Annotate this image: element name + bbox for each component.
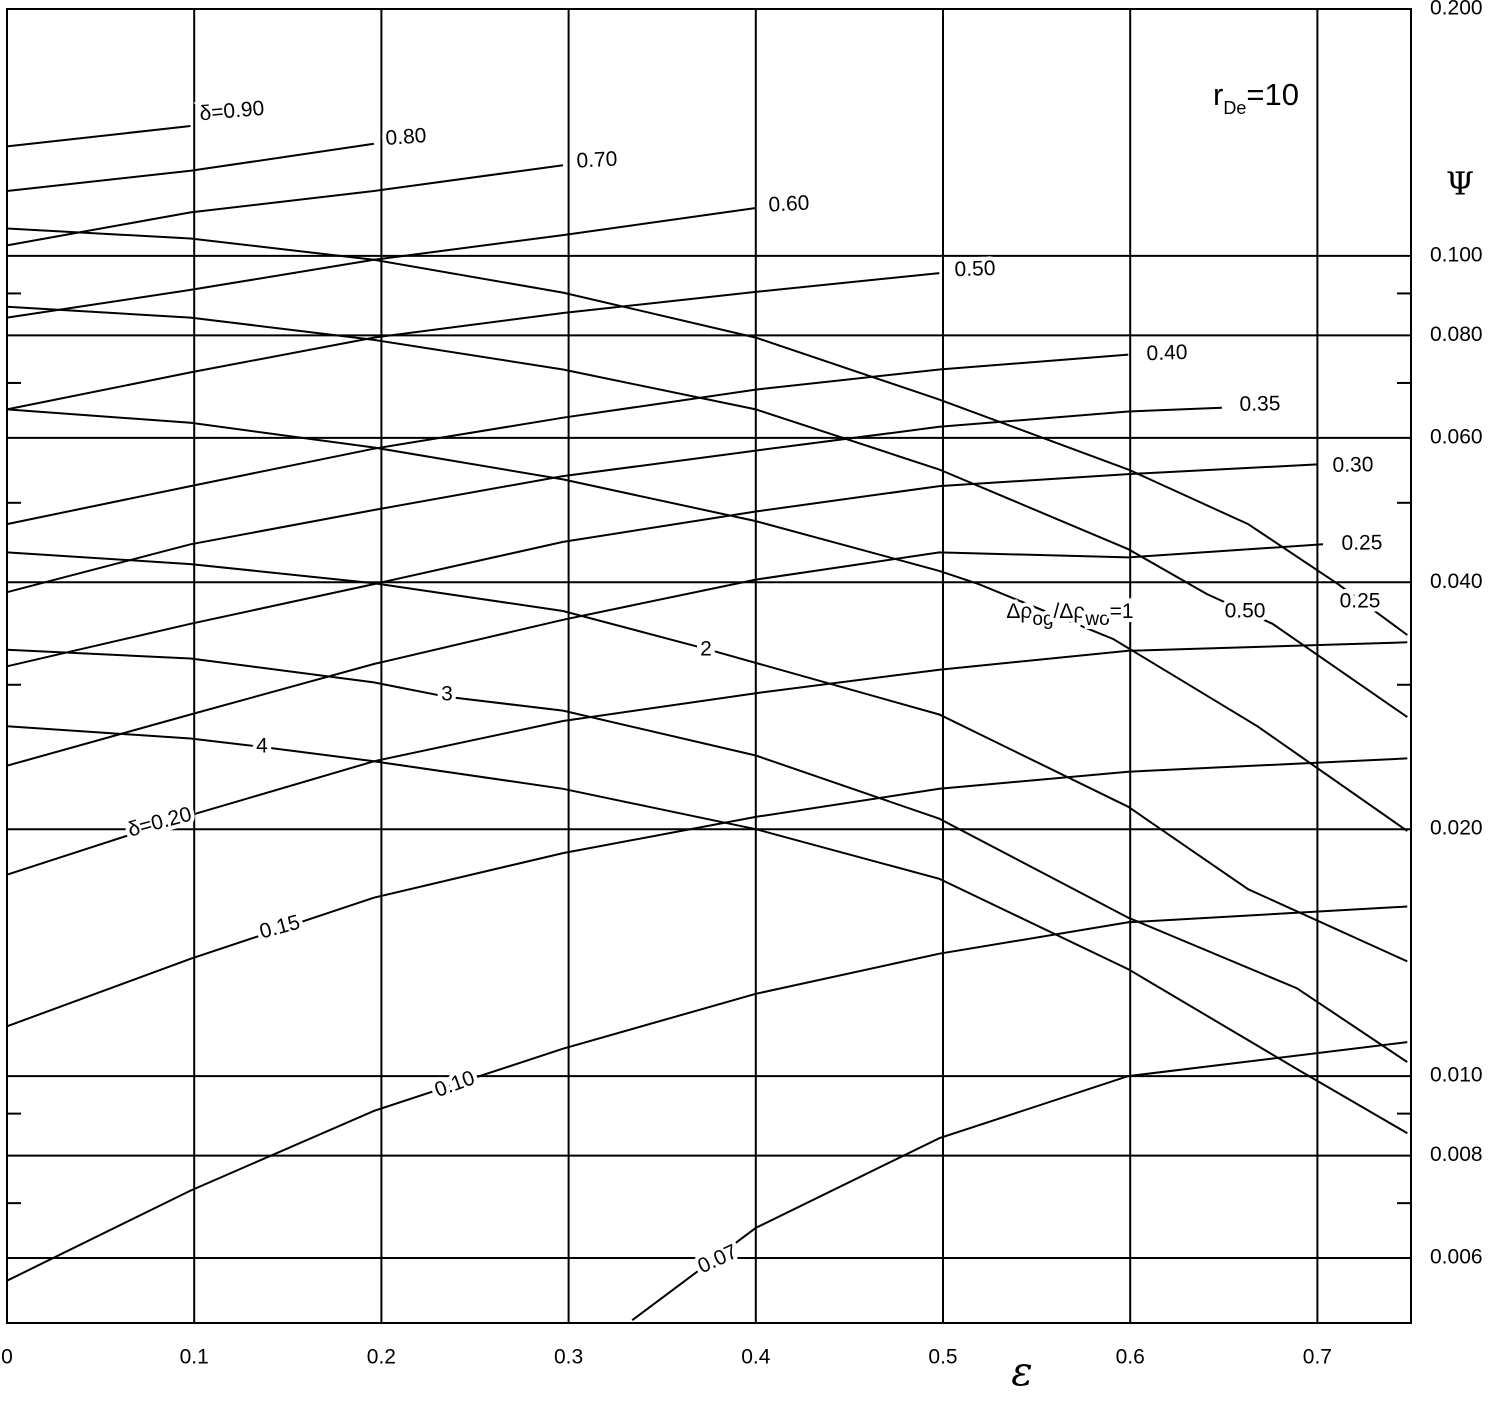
x-tick-label: 0.3	[554, 1346, 583, 1369]
x-tick-label: 0.1	[180, 1346, 209, 1369]
x-axis-label: ε	[1011, 1349, 1032, 1395]
curve-label-part: og	[1032, 609, 1053, 630]
curve	[6, 551, 1408, 963]
curve-label: 0.60	[768, 191, 810, 216]
curve-label: 0.10	[432, 1066, 478, 1102]
curve-label: 0.80	[385, 124, 427, 150]
curve-label: 0.25	[1341, 531, 1382, 555]
curve-label: Δρog/Δρwo=1	[1006, 600, 1133, 630]
annotation-part: r	[1213, 77, 1223, 112]
y-tick-label: 0.060	[1430, 425, 1483, 448]
curve	[6, 648, 1408, 1063]
y-tick-label: 0.040	[1430, 570, 1483, 593]
curve	[6, 125, 191, 148]
plot-frame	[6, 8, 1412, 1324]
curve-label: 0.30	[1332, 453, 1373, 477]
curve-label: 0.50	[1225, 600, 1266, 623]
curve	[6, 905, 1408, 1282]
curve-label-part: wo	[1084, 609, 1109, 630]
curve-label: 2	[700, 638, 712, 661]
curve-label: δ=0.90	[199, 97, 266, 126]
curve	[6, 305, 1408, 718]
curve-label-part: /Δρ	[1054, 600, 1086, 623]
x-tick-label: 0.2	[367, 1346, 396, 1369]
curve	[6, 272, 940, 411]
y-tick-label: 0.200	[1430, 0, 1483, 20]
curve	[6, 406, 1222, 594]
x-tick-label: 0.7	[1303, 1346, 1332, 1369]
curve	[6, 227, 1408, 636]
curve	[631, 1041, 1408, 1322]
annotation: rDe=10	[1213, 77, 1299, 118]
x-tick-label: 0.5	[928, 1346, 957, 1369]
curve-label: δ=0.20	[125, 803, 194, 842]
y-tick-label: 0.080	[1430, 323, 1483, 346]
y-tick-label: 0.006	[1430, 1246, 1483, 1269]
curve-label: 0.15	[257, 911, 302, 944]
curve-label-part: Δρ	[1006, 600, 1032, 623]
curve-label: 0.25	[1340, 590, 1381, 613]
x-tick-label: 0.6	[1116, 1346, 1145, 1369]
curve-label: 3	[441, 683, 453, 706]
curve-label: 0.50	[954, 257, 996, 281]
curve-label: 0.35	[1239, 392, 1280, 416]
curve-label: 0.70	[576, 147, 618, 172]
y-tick-label: 0.010	[1430, 1064, 1483, 1087]
curve	[6, 641, 1408, 876]
curve-label: 0.07	[694, 1240, 741, 1278]
curve	[6, 353, 1129, 526]
curve-label-part: =1	[1110, 600, 1134, 623]
x-tick-label: 0	[1, 1346, 13, 1369]
curve-label: 4	[256, 735, 268, 758]
curve	[6, 164, 564, 247]
y-tick-label: 0.020	[1430, 817, 1483, 840]
y-tick-label: 0.100	[1430, 243, 1483, 266]
curve	[6, 757, 1408, 1028]
y-axis-label: Ψ	[1446, 165, 1474, 203]
annotation-part: De	[1223, 98, 1246, 118]
curve	[6, 543, 1324, 767]
curve	[6, 463, 1318, 668]
curve	[6, 408, 1408, 832]
curve	[6, 725, 1408, 1135]
y-tick-label: 0.008	[1430, 1143, 1483, 1166]
x-tick-label: 0.4	[741, 1346, 771, 1369]
curve-label: 0.40	[1146, 341, 1188, 365]
annotation-part: =10	[1246, 77, 1299, 112]
curve	[6, 142, 375, 192]
